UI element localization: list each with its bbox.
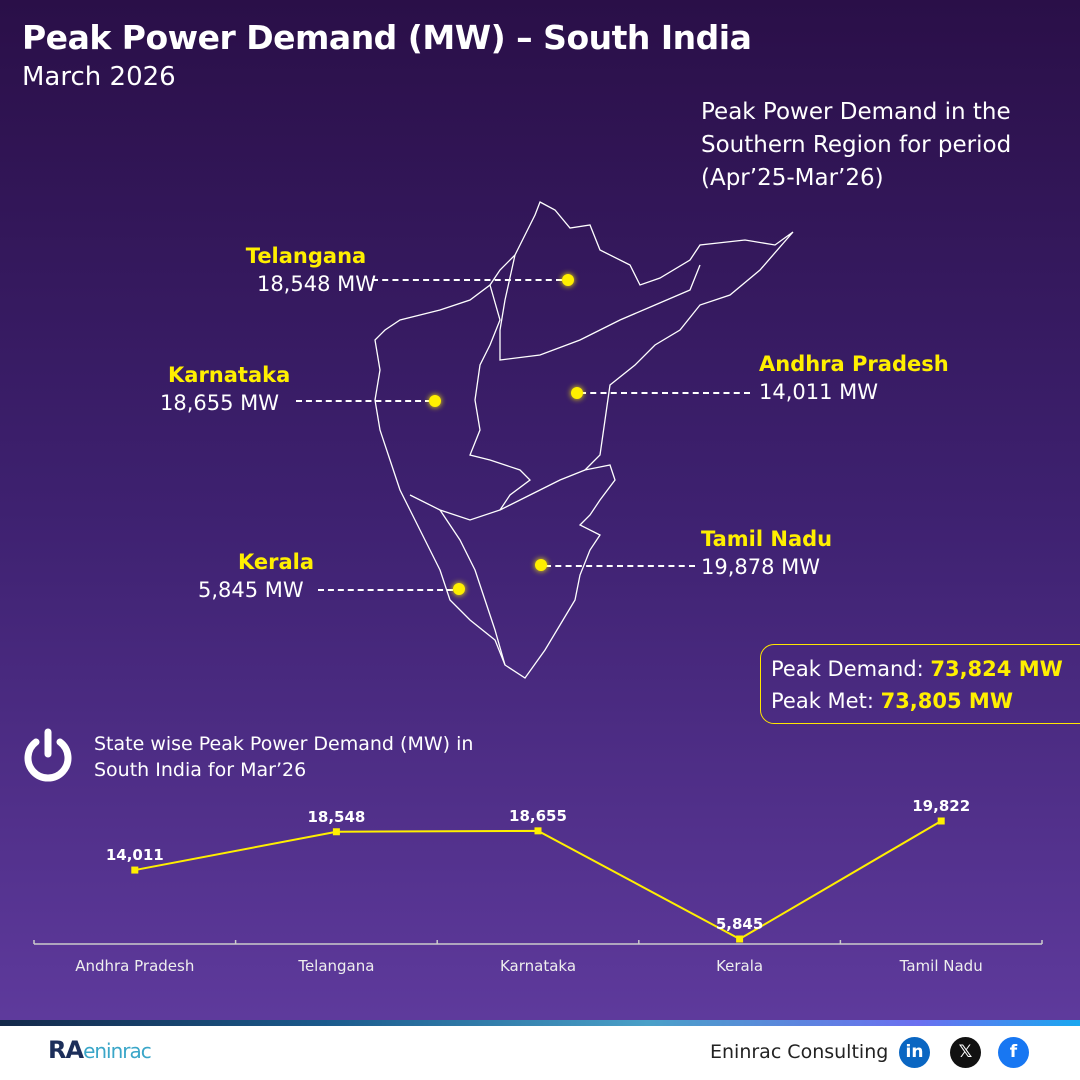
leader-line bbox=[372, 279, 562, 281]
state-value: 19,878 MW bbox=[701, 555, 821, 579]
state-label-telangana: Telangana 18,548 MW bbox=[236, 242, 376, 298]
leader-line bbox=[318, 589, 453, 591]
state-value: 5,845 MW bbox=[198, 578, 304, 602]
page-title: Peak Power Demand (MW) – South India bbox=[22, 18, 752, 57]
x-tick-label: Karnataka bbox=[500, 957, 576, 975]
data-point bbox=[736, 935, 744, 943]
map-border-telangana bbox=[499, 254, 701, 361]
line-chart: 14,011 Andhra Pradesh 18,548 Telangana 18,65… bbox=[33, 797, 1043, 975]
state-label-kerala: Kerala 5,845 MW bbox=[198, 548, 318, 604]
state-label-tamil-nadu: Tamil Nadu 19,878 MW bbox=[701, 525, 901, 581]
marker-dot bbox=[562, 274, 574, 286]
peak-demand-row: Peak Demand: 73,824 MW bbox=[771, 653, 1080, 685]
footer-gradient-bar bbox=[0, 1020, 1080, 1026]
state-value: 18,548 MW bbox=[256, 272, 376, 296]
brand-name: Eninrac Consulting bbox=[710, 1041, 889, 1063]
x-tick-label: Kerala bbox=[716, 957, 763, 975]
peak-met-row: Peak Met: 73,805 MW bbox=[771, 685, 1080, 717]
power-icon bbox=[24, 728, 72, 782]
marker-dot bbox=[571, 387, 583, 399]
state-value: 18,655 MW bbox=[160, 391, 280, 415]
map-border-karnataka bbox=[409, 284, 531, 521]
peak-demand-label: Peak Demand: bbox=[771, 657, 924, 681]
linkedin-icon[interactable]: in bbox=[899, 1037, 930, 1068]
facebook-icon[interactable]: f bbox=[998, 1037, 1029, 1068]
peak-met-label: Peak Met: bbox=[771, 689, 874, 713]
marker-dot bbox=[535, 559, 547, 571]
state-name: Kerala bbox=[238, 550, 315, 574]
map-note: Peak Power Demand in the Southern Region… bbox=[701, 99, 1012, 191]
marker-dot bbox=[453, 583, 465, 595]
chart-heading: State wise Peak Power Demand (MW) in Sou… bbox=[94, 733, 474, 781]
leader-line bbox=[580, 392, 750, 394]
state-name: Andhra Pradesh bbox=[759, 352, 949, 376]
series-line bbox=[134, 820, 942, 941]
peak-met-value: 73,805 MW bbox=[880, 689, 1013, 713]
state-name: Tamil Nadu bbox=[701, 527, 833, 551]
state-label-andhra-pradesh: Andhra Pradesh 14,011 MW bbox=[759, 350, 959, 406]
x-icon[interactable]: 𝕏 bbox=[950, 1037, 981, 1068]
map-outline bbox=[374, 201, 794, 679]
data-label: 19,822 bbox=[912, 797, 970, 815]
marker-dot bbox=[429, 395, 441, 407]
state-name: Telangana bbox=[245, 244, 367, 268]
state-value: 14,011 MW bbox=[759, 380, 879, 404]
leader-line bbox=[545, 565, 695, 567]
page-subtitle: March 2026 bbox=[22, 62, 176, 92]
data-label: 14,011 bbox=[106, 846, 164, 864]
south-india-map bbox=[0, 0, 1080, 1020]
peak-demand-value: 73,824 MW bbox=[930, 657, 1063, 681]
data-point bbox=[937, 817, 945, 825]
state-label-karnataka: Karnataka 18,655 MW bbox=[160, 361, 300, 417]
map-border-kerala bbox=[439, 509, 506, 666]
data-label: 5,845 bbox=[716, 915, 763, 933]
data-point bbox=[534, 827, 542, 835]
x-tick-label: Tamil Nadu bbox=[899, 957, 983, 975]
data-label: 18,655 bbox=[509, 807, 567, 825]
map-border-tn bbox=[499, 469, 586, 511]
data-point bbox=[332, 828, 340, 836]
state-name: Karnataka bbox=[168, 363, 291, 387]
data-point bbox=[131, 866, 139, 874]
summary-box: Peak Demand: 73,824 MW Peak Met: 73,805 … bbox=[760, 644, 1080, 724]
background bbox=[0, 0, 1080, 1020]
eninrac-logo: RAeninrac bbox=[48, 1036, 152, 1064]
leader-line bbox=[296, 400, 431, 402]
data-label: 18,548 bbox=[307, 808, 365, 826]
x-tick-label: Telangana bbox=[297, 957, 374, 975]
x-tick-label: Andhra Pradesh bbox=[75, 957, 194, 975]
